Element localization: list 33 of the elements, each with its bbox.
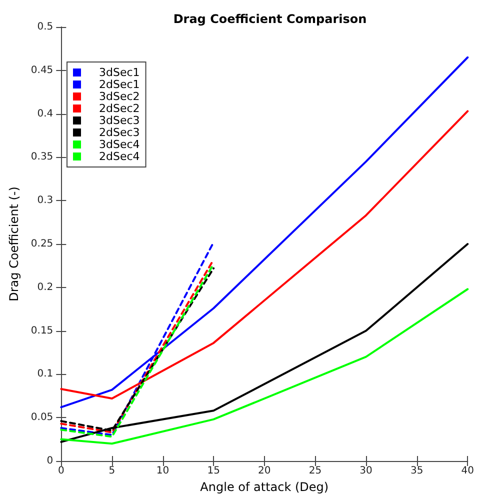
legend-label: 3dSec2 — [99, 90, 140, 103]
y-tick-label: 0.4 — [37, 108, 54, 120]
y-tick-label: 0.3 — [37, 195, 54, 206]
y-axis-title: Drag Coefficient (-) — [7, 186, 21, 302]
x-tick-label: 20 — [258, 466, 271, 476]
x-tick-label: 40 — [461, 466, 474, 476]
legend-label: 2dSec2 — [99, 102, 140, 115]
legend-label: 3dSec1 — [99, 66, 140, 79]
x-tick-label: 25 — [308, 466, 322, 476]
legend-label: 3dSec4 — [99, 138, 140, 151]
line-series — [60, 288, 469, 445]
y-tick-label: 0.25 — [30, 238, 54, 250]
legend-label: 2dSec3 — [99, 126, 140, 139]
x-tick-label: 5 — [108, 466, 116, 476]
y-tick-label: 0.15 — [30, 325, 54, 336]
legend-label: 2dSec4 — [99, 150, 140, 163]
x-axis-title: Angle of attack (Deg) — [200, 480, 329, 494]
y-tick-label: 0.2 — [37, 282, 54, 293]
x-tick-label: 30 — [360, 466, 372, 476]
x-tick-label: 10 — [156, 466, 170, 476]
legend-label: 2dSec1 — [99, 78, 140, 91]
y-tick-label: 0.5 — [37, 22, 54, 32]
y-tick-label: 0.45 — [30, 64, 54, 76]
y-tick-label: 0.05 — [30, 412, 54, 424]
y-tick-label: 0 — [46, 456, 54, 466]
chart-title: Drag Coefficient Comparison — [173, 12, 367, 26]
x-tick-label: 35 — [410, 466, 424, 476]
x-tick-label: 0 — [58, 466, 64, 476]
legend-label: 3dSec3 — [99, 114, 140, 127]
y-tick-label: 0.1 — [37, 368, 54, 380]
x-tick-label: 15 — [207, 466, 220, 476]
line-series — [60, 243, 469, 443]
y-tick-label: 0.35 — [30, 152, 54, 163]
